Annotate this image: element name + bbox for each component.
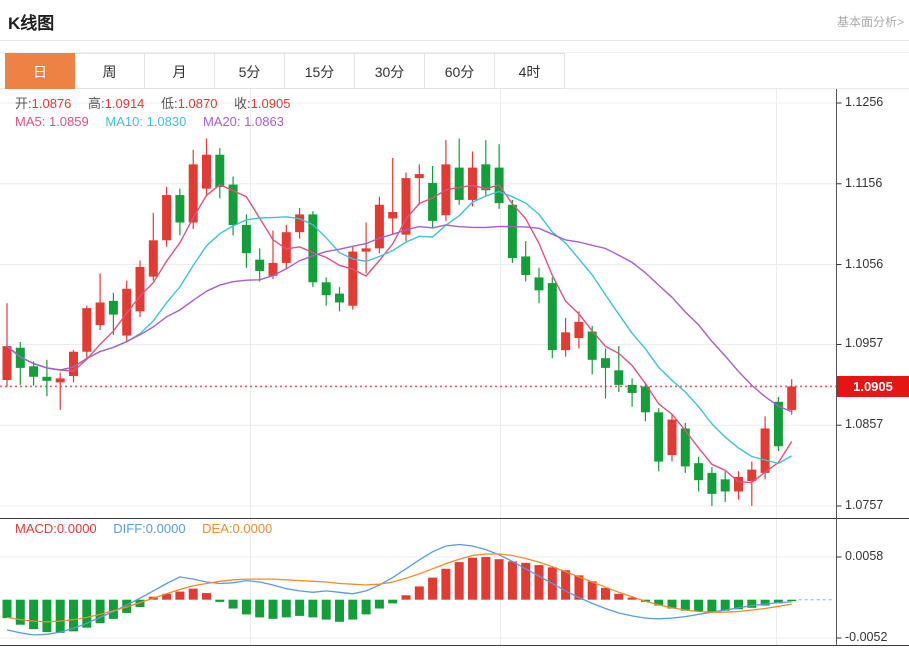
macd-readout: MACD:0.0000 DIFF:0.0000 DEA:0.0000 [15, 521, 285, 536]
macd-axis-tick: 0.0058 [845, 548, 884, 563]
diff-value-readout: DIFF:0.0000 [113, 521, 186, 536]
tab-5min[interactable]: 5分 [215, 53, 285, 89]
macd-value-readout: MACD:0.0000 [15, 521, 97, 536]
price-axis-tick: 1.1056 [845, 256, 884, 271]
ohlc-readout: 开:1.0876 高:1.0914 低:1.0870 收:1.0905 [15, 93, 303, 112]
ma10-readout: MA10: 1.0830 [105, 114, 187, 129]
price-axis-tick: 1.0857 [845, 417, 884, 432]
dea-value-readout: DEA:0.0000 [202, 521, 273, 536]
price-axis-tick: 1.0757 [845, 497, 884, 512]
tab-60min[interactable]: 60分 [425, 53, 495, 89]
current-price-tag: 1.0905 [837, 375, 909, 397]
price-axis-tick: 1.0957 [845, 336, 884, 351]
price-axis-tick: 1.1256 [845, 95, 884, 109]
high-label: 高: [88, 96, 105, 111]
close-label: 收: [234, 96, 251, 111]
price-axis-tick: 1.1156 [845, 175, 883, 190]
close-value: 1.0905 [250, 96, 291, 111]
fundamental-analysis-link[interactable]: 基本面分析> [836, 15, 904, 29]
macd-axis-tick: -0.0052 [845, 629, 888, 644]
tab-day[interactable]: 日 [5, 53, 75, 89]
open-value: 1.0876 [31, 96, 72, 111]
ma5-readout: MA5: 1.0859 [15, 114, 89, 129]
ma20-readout: MA20: 1.0863 [202, 114, 284, 129]
panel-header: K线图 基本面分析> [0, 0, 909, 41]
low-label: 低: [161, 96, 178, 111]
tab-month[interactable]: 月 [145, 53, 215, 89]
page-title: K线图 [8, 14, 55, 33]
low-value: 1.0870 [177, 96, 218, 111]
interval-tab-bar: 日 周 月 5分 15分 30分 60分 4时 [0, 52, 909, 89]
tab-week[interactable]: 周 [75, 53, 145, 89]
open-label: 开: [15, 96, 32, 111]
high-value: 1.0914 [104, 96, 145, 111]
ma-readout: MA5: 1.0859 MA10: 1.0830 MA20: 1.0863 [15, 114, 297, 129]
tab-15min[interactable]: 15分 [285, 53, 355, 89]
tab-30min[interactable]: 30分 [355, 53, 425, 89]
tab-4hour[interactable]: 4时 [495, 53, 565, 89]
